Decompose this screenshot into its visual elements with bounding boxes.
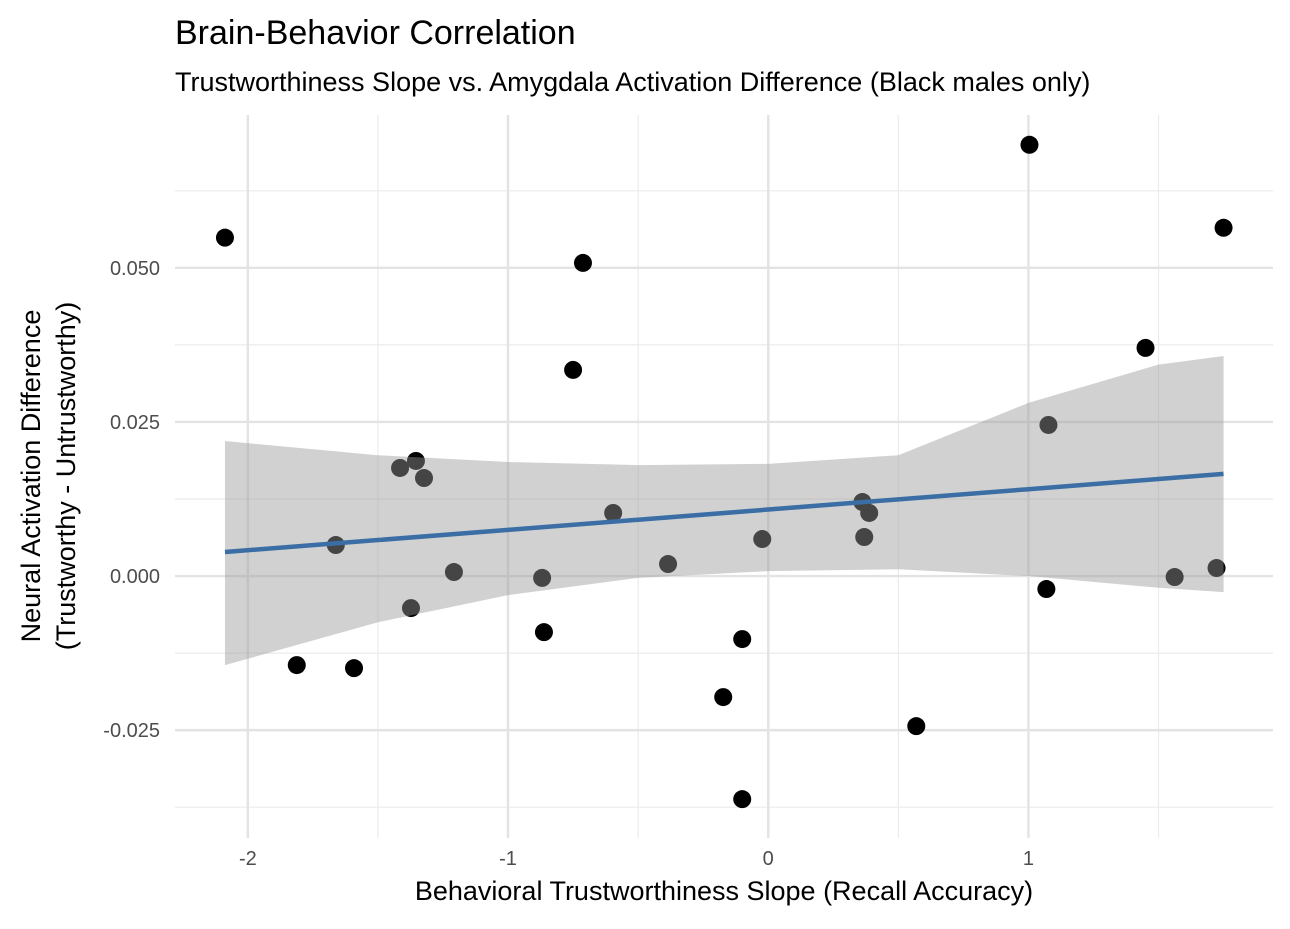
data-point bbox=[1165, 568, 1184, 587]
chart-title: Brain-Behavior Correlation bbox=[175, 14, 576, 52]
y-tick-label: 0.050 bbox=[110, 258, 160, 280]
data-point bbox=[1207, 559, 1226, 578]
y-axis-label: Neural Activation Difference bbox=[16, 310, 46, 643]
data-point bbox=[1136, 338, 1155, 357]
y-tick-label: -0.025 bbox=[103, 720, 160, 742]
confidence-band bbox=[224, 356, 1224, 666]
data-point bbox=[604, 503, 623, 522]
data-point bbox=[1039, 415, 1058, 434]
data-point bbox=[1020, 135, 1039, 154]
fit-line bbox=[224, 471, 1224, 555]
data-point bbox=[907, 717, 926, 736]
data-point bbox=[406, 451, 425, 470]
chart-subtitle: Trustworthiness Slope vs. Amygdala Activ… bbox=[175, 67, 1090, 97]
data-point bbox=[533, 568, 552, 587]
data-point bbox=[659, 555, 678, 574]
data-point bbox=[534, 623, 553, 642]
x-tick-label: 0 bbox=[763, 848, 774, 870]
y-axis-label: (Trustworthy - Untrustworthy) bbox=[51, 302, 81, 651]
data-point bbox=[1037, 580, 1056, 599]
data-point bbox=[415, 469, 434, 488]
data-point bbox=[573, 253, 592, 272]
x-axis-label: Behavioral Trustworthiness Slope (Recall… bbox=[415, 876, 1033, 906]
data-point bbox=[401, 599, 420, 618]
data-point bbox=[444, 563, 463, 582]
data-point bbox=[855, 528, 874, 547]
y-tick-label: 0.025 bbox=[110, 412, 160, 434]
data-point bbox=[733, 790, 752, 809]
data-point bbox=[215, 228, 234, 247]
x-tick-label: -1 bbox=[499, 848, 517, 870]
data-point bbox=[287, 656, 306, 675]
x-tick-label: -2 bbox=[239, 848, 257, 870]
data-point bbox=[714, 688, 733, 707]
data-point bbox=[860, 503, 879, 522]
data-point bbox=[753, 530, 772, 549]
x-tick-label: 1 bbox=[1023, 848, 1034, 870]
data-point bbox=[1214, 218, 1233, 237]
y-tick-label: 0.000 bbox=[110, 566, 160, 588]
data-point bbox=[733, 630, 752, 649]
data-point bbox=[564, 360, 583, 379]
data-point bbox=[345, 659, 364, 678]
data-point bbox=[391, 458, 410, 477]
